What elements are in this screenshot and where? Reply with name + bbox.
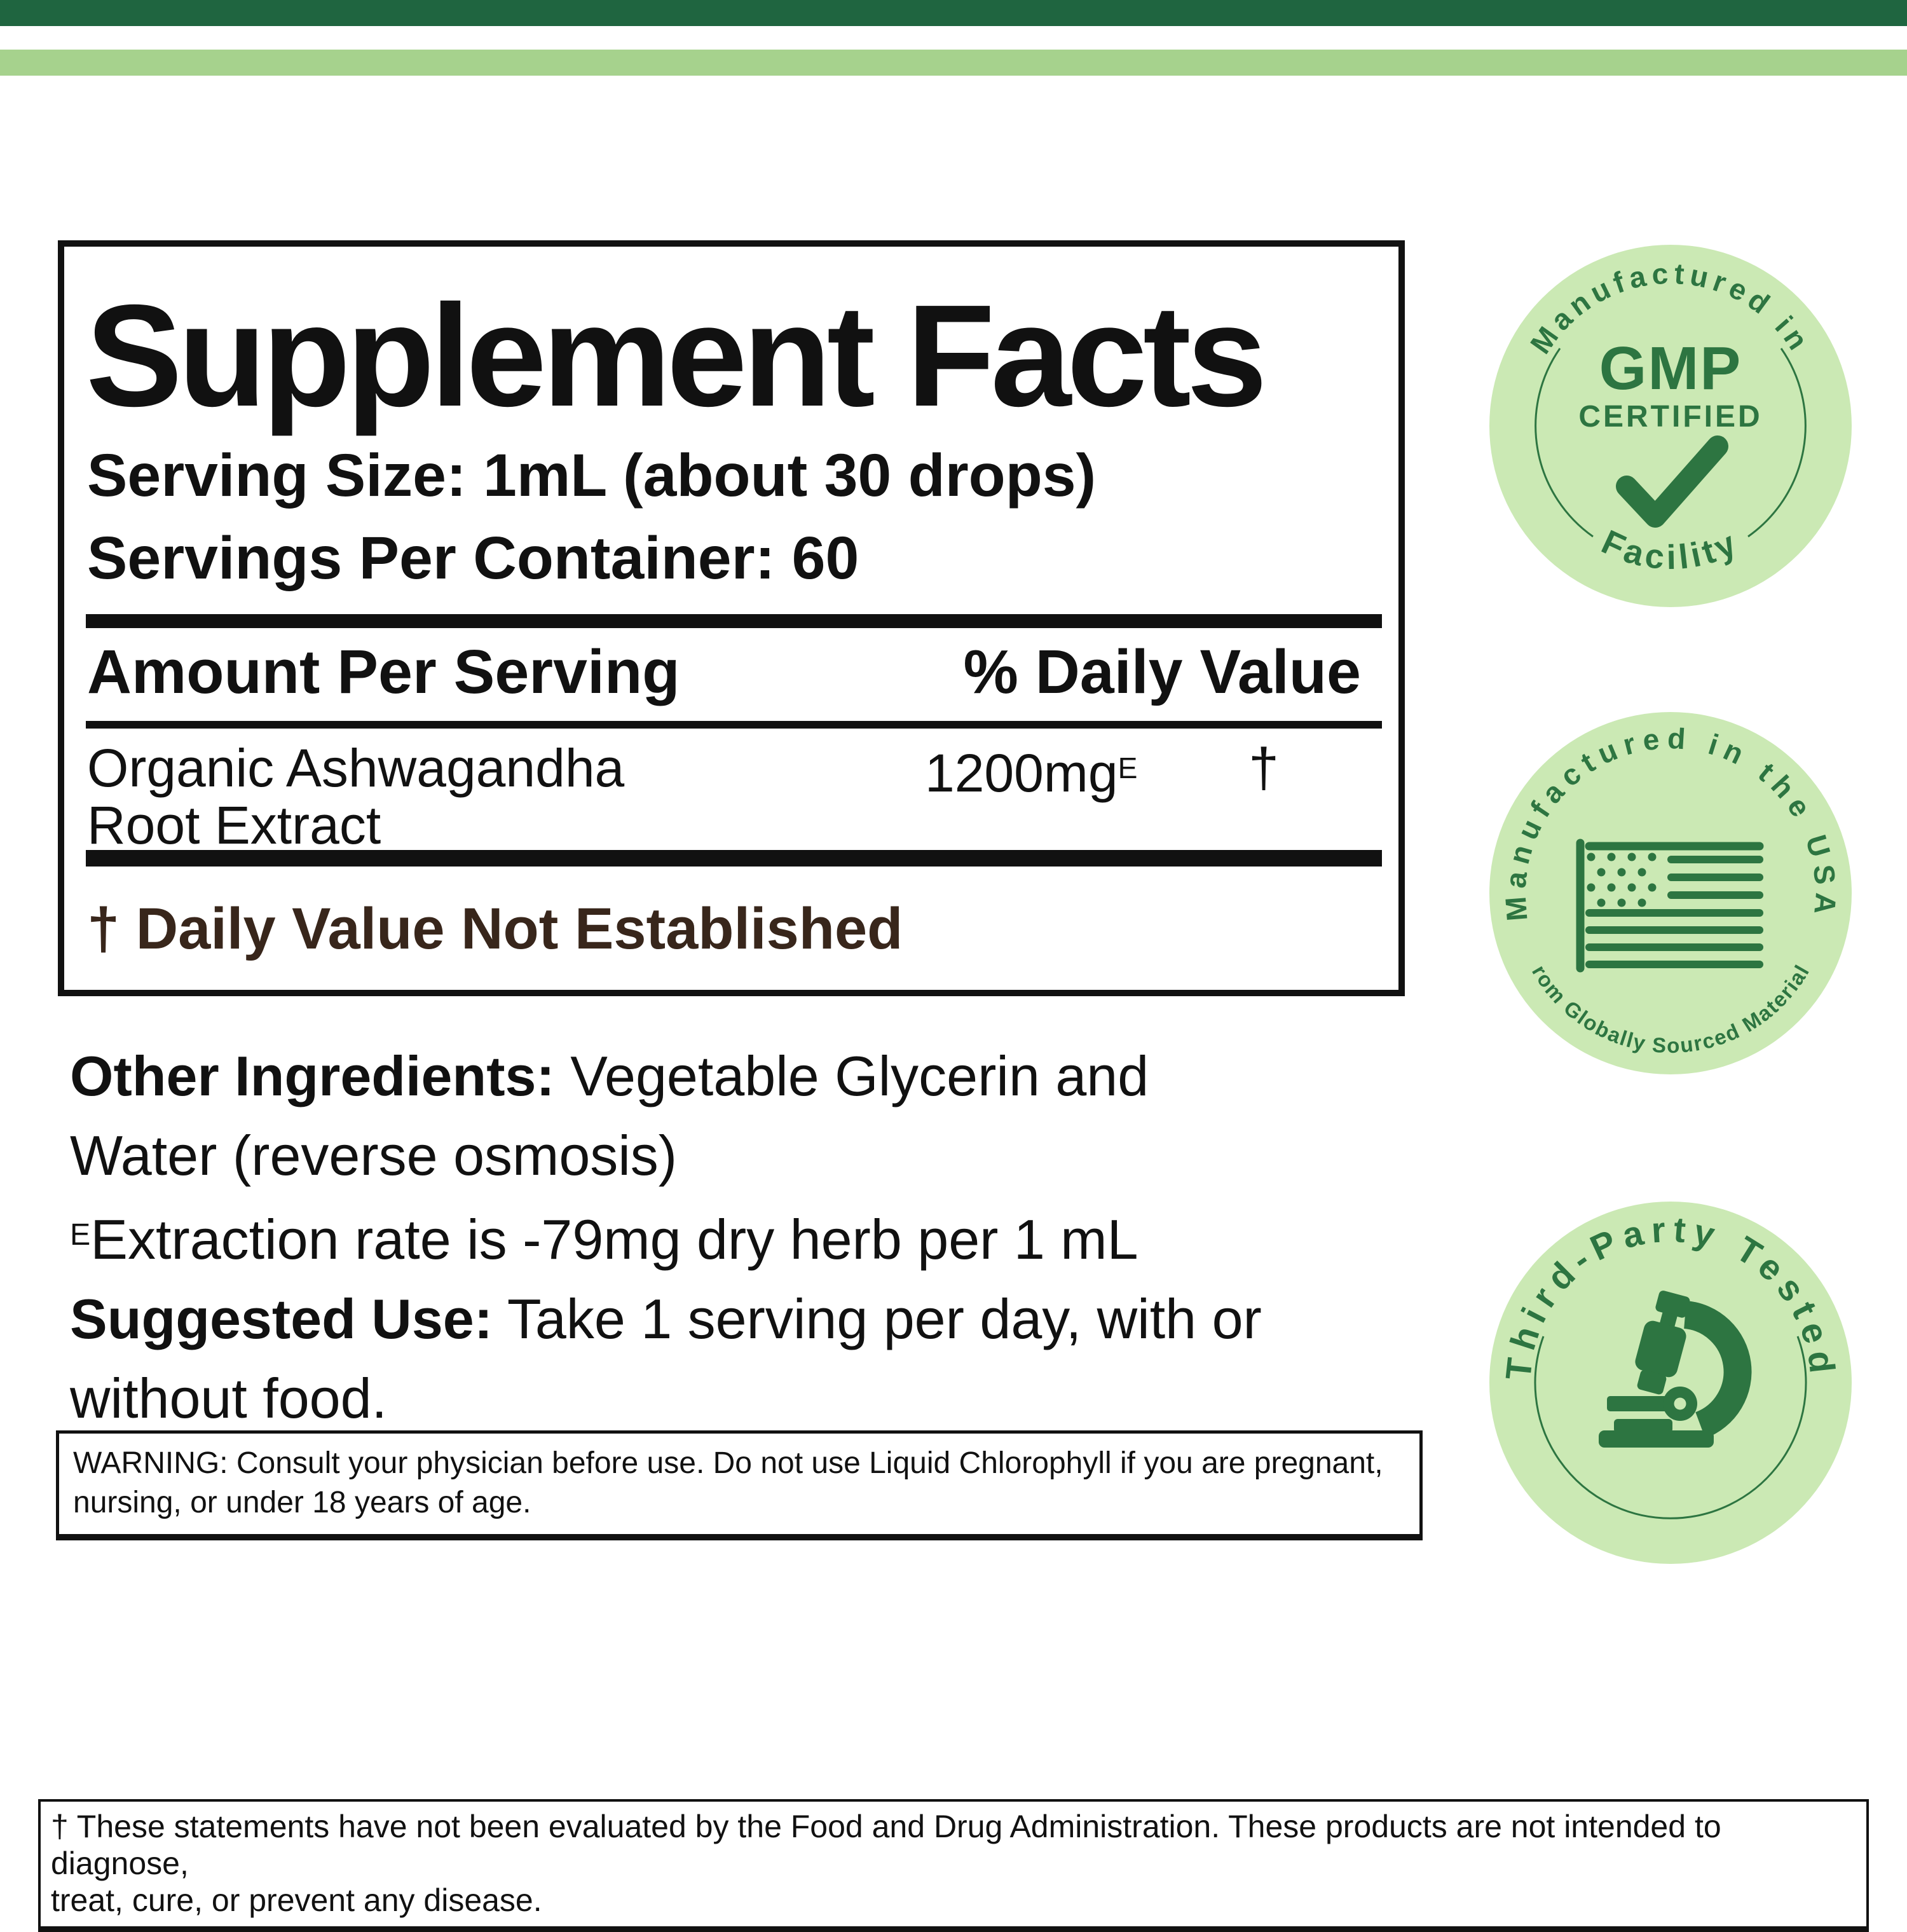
ingredient-name: Organic Ashwagandha Root Extract xyxy=(87,738,625,855)
divider-thick-bottom xyxy=(86,850,1382,867)
usa-flag-icon xyxy=(1576,839,1764,973)
top-ribbon-dark xyxy=(0,0,1907,26)
gmp-certified-badge: Manufactured in GMP CERTIFIED Facility xyxy=(1489,245,1852,607)
amount-superscript: E xyxy=(1118,751,1138,784)
ingredient-dv-dagger: † xyxy=(1248,737,1279,798)
servings-label: Servings Per Container: xyxy=(87,524,776,592)
disclaimer-box: † These statements have not been evaluat… xyxy=(38,1799,1869,1932)
label-text-block: Other Ingredients: Vegetable Glycerin an… xyxy=(70,1036,1335,1438)
microscope-icon xyxy=(1599,1291,1752,1448)
warning-text: WARNING: Consult your physician before u… xyxy=(73,1446,1383,1519)
serving-size-line: Serving Size: 1mL (about 30 drops) xyxy=(87,446,1096,506)
ring-arc-bottom xyxy=(1534,1336,1807,1519)
warning-box: WARNING: Consult your physician before u… xyxy=(56,1430,1423,1540)
servings-per-container-line: Servings Per Container: 60 xyxy=(87,528,859,589)
checkmark-icon xyxy=(1616,435,1728,528)
extraction-superscript: E xyxy=(70,1217,91,1252)
ring-arc-right xyxy=(1747,348,1807,538)
amount-per-serving-header: Amount Per Serving xyxy=(87,637,680,706)
servings-value: 60 xyxy=(791,524,859,592)
serving-size-value: 1mL (about 30 drops) xyxy=(483,442,1097,509)
third-party-tested-badge: Third-Party Tested xyxy=(1489,1202,1852,1564)
top-ribbon-light xyxy=(0,50,1907,76)
suggested-use-paragraph: Suggested Use: Take 1 serving per day, w… xyxy=(70,1287,1262,1430)
extraction-note: EExtraction rate is -79mg dry herb per 1… xyxy=(70,1207,1138,1271)
divider-thin xyxy=(86,721,1382,729)
panel-title: Supplement Facts xyxy=(86,275,1268,437)
daily-value-footnote: † Daily Value Not Established xyxy=(87,896,903,961)
other-ingredients-paragraph: Other Ingredients: Vegetable Glycerin an… xyxy=(70,1045,1149,1187)
supplement-facts-panel: Supplement Facts Serving Size: 1mL (abou… xyxy=(58,240,1405,996)
daily-value-header: % Daily Value xyxy=(963,637,1361,706)
ingredient-amount: 1200mgE xyxy=(925,743,1138,803)
suggested-use-label: Suggested Use: xyxy=(70,1287,493,1350)
ring-arc-left xyxy=(1534,348,1594,538)
serving-size-label: Serving Size: xyxy=(87,442,467,509)
other-ingredients-label: Other Ingredients: xyxy=(70,1045,555,1107)
badge-circle xyxy=(1489,1202,1852,1564)
gmp-certified-text: CERTIFIED xyxy=(1578,400,1762,434)
made-in-usa-badge: Manufactured in the USA From Globally So… xyxy=(1489,712,1852,1074)
disclaimer-text: † These statements have not been evaluat… xyxy=(51,1809,1721,1918)
divider-thick-top xyxy=(86,614,1382,628)
gmp-text: GMP xyxy=(1599,334,1742,402)
badge-circle xyxy=(1489,245,1852,607)
